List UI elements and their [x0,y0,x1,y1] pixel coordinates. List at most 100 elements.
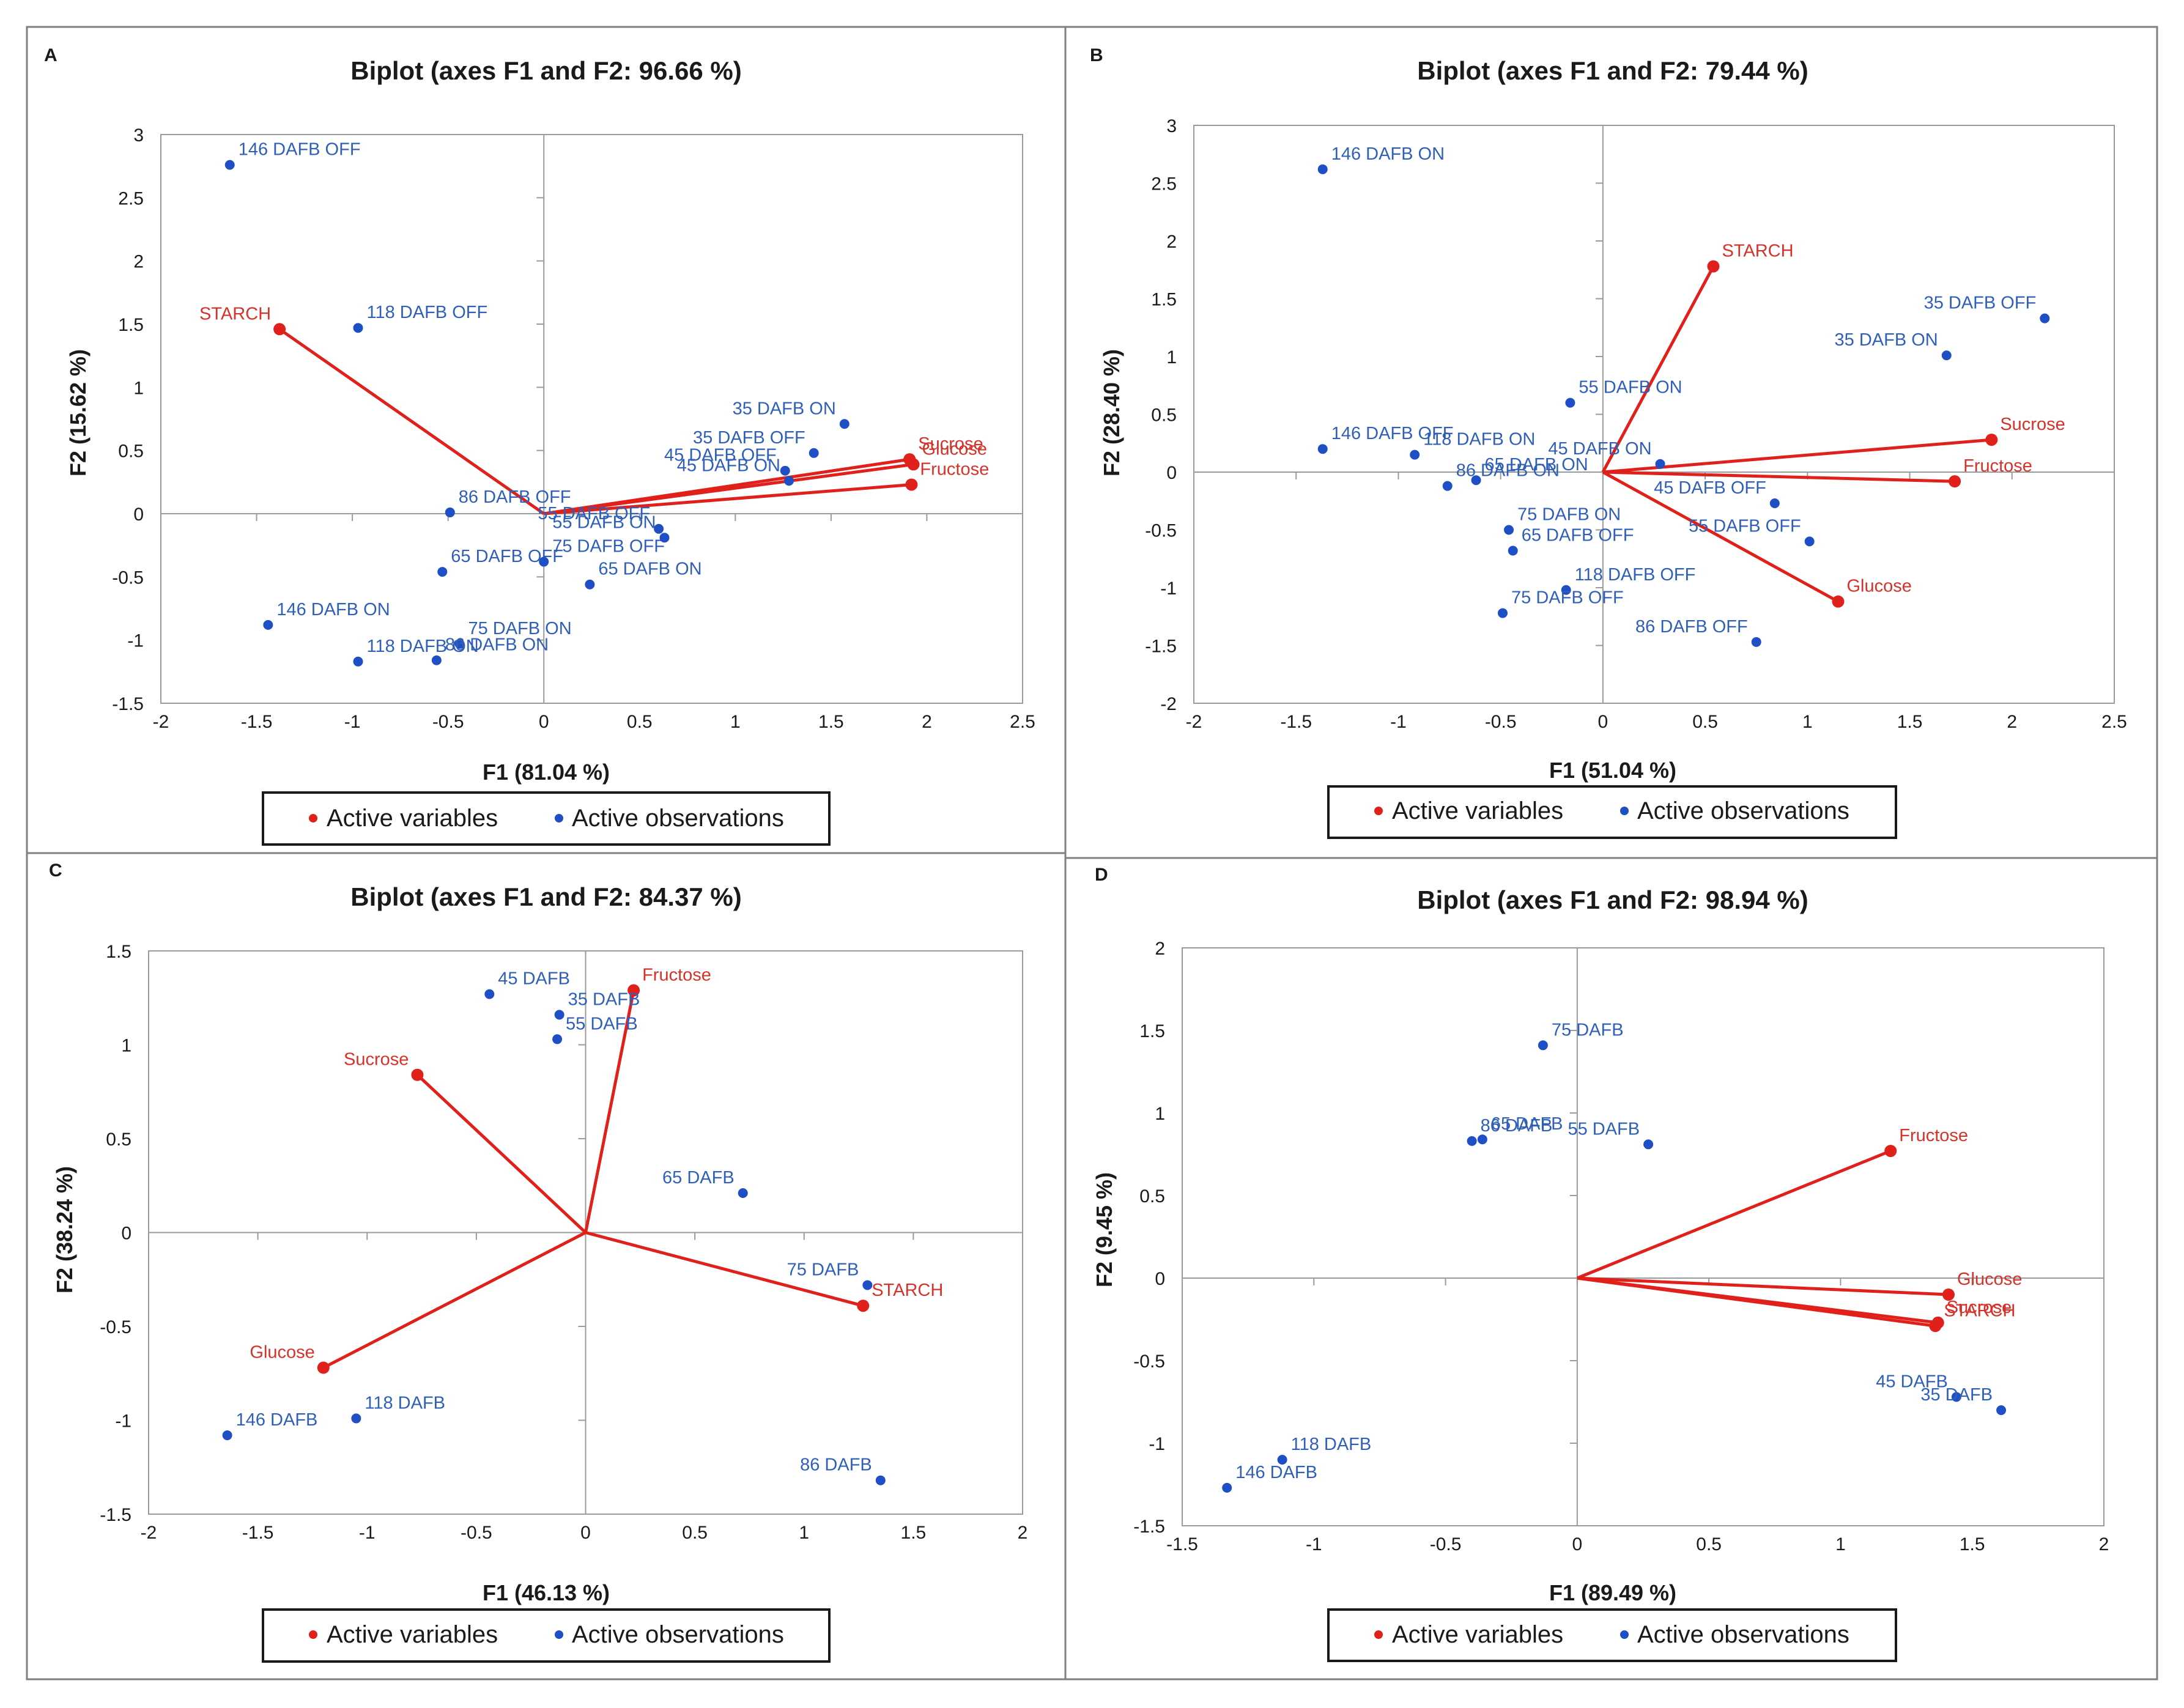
observation-label-65-dafb-on: 65 DAFB ON [598,560,701,579]
observation-label-86-dafb: 86 DAFB [800,1455,872,1475]
observation-point-146-dafb [222,1430,232,1441]
variable-point-starch [1929,1320,1942,1333]
x-tick-label: 2 [2099,1534,2109,1555]
y-tick-label: 1.5 [106,942,131,962]
variable-label-sucrose: Sucrose [918,434,983,454]
x-tick-label: 0.5 [682,1523,708,1543]
legend: Active variables Active observations [1327,785,1897,839]
observation-label-35-dafb-off: 35 DAFB OFF [1924,294,2037,313]
observation-point-35-dafb [554,1010,565,1020]
observation-label-75-dafb-on: 75 DAFB ON [1517,505,1621,525]
variable-label-glucose: Glucose [1847,577,1912,596]
x-tick-label: -2 [141,1523,157,1543]
observation-label-55-dafb-on: 55 DAFB ON [552,512,656,532]
variable-vector-fructose [1576,1149,1892,1280]
x-tick-label: 2 [2007,712,2017,732]
x-tick-label: 2.5 [2101,712,2127,732]
panel-letter: A [44,45,57,65]
observation-point-35-dafb-off [809,448,819,458]
legend: Active variables Active observations [1327,1608,1897,1662]
observation-point-55-dafb [1643,1139,1654,1150]
observation-label-65-dafb: 65 DAFB [1491,1114,1563,1134]
legend: Active variables Active observations [262,1608,831,1663]
y-tick-label: 2 [1155,939,1165,959]
y-tick-label: 0.5 [106,1129,131,1150]
legend-marker-observations [1620,807,1629,815]
legend: Active variables Active observations [262,791,831,846]
observation-label-65-dafb: 65 DAFB [662,1168,735,1188]
variable-point-glucose [317,1361,330,1374]
variable-label-glucose: Glucose [922,439,987,459]
observation-point-45-dafb-off [780,465,790,476]
observation-point-65-dafb-off [1508,545,1518,556]
observation-point-55-dafb-on [659,533,670,543]
variable-vector-fructose [584,989,635,1233]
y-tick-label: 0.5 [118,442,144,462]
variable-label-sucrose: Sucrose [344,1050,409,1070]
x-tick-label: -1.5 [1280,712,1312,732]
observation-label-65-dafb-off: 65 DAFB OFF [1522,526,1634,545]
x-tick-label: 0.5 [627,712,653,732]
observation-point-65-dafb [738,1188,748,1199]
y-tick-label: 2.5 [118,188,144,209]
panel-letter: D [1095,865,1108,885]
legend-marker-variables [309,1630,317,1639]
x-tick-label: 2 [922,712,932,732]
observation-label-146-dafb-on: 146 DAFB ON [276,600,390,619]
y-tick-label: 0 [1166,463,1177,483]
observation-point-65-dafb [1477,1134,1487,1145]
observation-point-55-dafb-off [654,523,664,534]
observation-label-35-dafb-on: 35 DAFB ON [1835,330,1938,350]
x-tick-label: -0.5 [432,712,464,732]
y-axis-label: F2 (28.40 %) [1099,349,1124,476]
variable-vector-fructose [544,482,912,516]
observation-label-35-dafb-on: 35 DAFB ON [733,399,836,418]
observation-point-75-dafb-on [1504,525,1514,535]
x-tick-label: -1 [344,712,361,732]
observation-label-146-dafb-on: 146 DAFB ON [1331,144,1445,164]
y-tick-label: 1.5 [118,315,144,335]
observation-label-55-dafb: 55 DAFB [1568,1119,1640,1139]
y-tick-label: -1.5 [100,1505,131,1525]
legend-label-variables: Active variables [327,805,498,832]
observation-label-118-dafb: 118 DAFB [1291,1435,1372,1454]
x-tick-label: 1.5 [818,712,844,732]
observation-label-146-dafb-off: 146 DAFB OFF [239,140,361,160]
x-tick-label: 1 [1835,1534,1846,1555]
panel-letter: C [49,860,62,881]
variable-point-glucose [1832,595,1845,608]
observation-point-75-dafb [1538,1040,1548,1051]
chart-title: Biplot (axes F1 and F2: 98.94 %) [1417,885,1808,914]
observation-point-118-dafb-off [353,323,363,333]
legend-marker-variables [1374,807,1383,815]
x-axis-label: F1 (51.04 %) [1549,758,1676,783]
observation-point-45-dafb [1951,1392,1961,1402]
observation-label-55-dafb-on: 55 DAFB ON [1579,378,1682,397]
y-tick-label: 1.5 [1139,1021,1165,1041]
observation-label-45-dafb-on: 45 DAFB ON [1548,439,1651,459]
legend-marker-observations [555,814,563,823]
observation-point-75-dafb-off [1498,608,1508,618]
variable-vector-starch [278,328,545,516]
x-tick-label: -1 [1390,712,1407,732]
observation-point-146-dafb-on [263,619,273,630]
legend-box [262,1608,831,1663]
y-axis-label: F2 (9.45 %) [1092,1172,1117,1287]
y-tick-label: 0 [121,1224,131,1244]
x-tick-label: 0.5 [1696,1534,1722,1555]
y-tick-label: -0.5 [1145,521,1177,541]
x-tick-label: 1.5 [1960,1534,1985,1555]
observation-label-118-dafb: 118 DAFB [365,1393,445,1413]
observation-label-75-dafb-off: 75 DAFB OFF [1511,588,1624,608]
variable-point-fructose [1884,1145,1897,1158]
variable-point-sucrose [903,453,916,466]
x-axis-label: F1 (89.49 %) [1549,1580,1676,1605]
legend-marker-variables [309,814,317,823]
x-tick-label: 0 [1572,1534,1583,1555]
legend-marker-observations [555,1630,563,1639]
y-tick-label: -0.5 [1133,1351,1165,1372]
observation-label-75-dafb-on: 75 DAFB ON [468,619,571,638]
y-tick-label: 0.5 [1151,405,1177,426]
observation-point-146-dafb-on [1317,164,1328,174]
variable-point-sucrose [1985,434,1998,446]
